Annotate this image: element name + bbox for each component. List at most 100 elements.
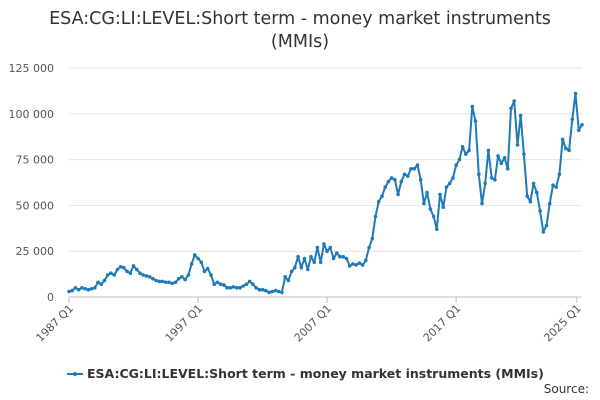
- data-point: [367, 245, 371, 250]
- data-point: [99, 282, 104, 287]
- data-point: [238, 286, 242, 290]
- data-point: [257, 287, 262, 292]
- data-point: [286, 278, 291, 283]
- data-point: [293, 265, 297, 270]
- y-tick-label: 75 000: [16, 154, 55, 167]
- data-point: [289, 269, 294, 274]
- data-point: [335, 251, 339, 255]
- data-point: [547, 201, 552, 206]
- data-point: [260, 287, 265, 292]
- data-point: [267, 290, 271, 295]
- x-tick-label: 2007 Q1: [292, 302, 335, 345]
- data-point: [460, 145, 465, 149]
- data-point: [115, 267, 120, 272]
- data-point: [428, 207, 433, 211]
- data-point: [406, 174, 410, 178]
- data-point: [135, 267, 139, 272]
- source-credit[interactable]: Source:: [543, 382, 589, 396]
- data-point: [154, 278, 158, 283]
- data-point: [144, 274, 149, 278]
- data-point: [422, 201, 426, 206]
- data-point: [331, 256, 336, 261]
- data-point: [86, 287, 91, 292]
- data-point: [525, 194, 529, 198]
- data-point: [96, 280, 100, 285]
- data-point: [112, 273, 116, 277]
- data-point: [554, 185, 558, 189]
- data-point: [541, 230, 546, 234]
- data-point: [325, 249, 329, 253]
- data-point: [399, 179, 404, 184]
- data-point: [557, 172, 562, 177]
- data-point: [373, 214, 378, 219]
- data-point: [189, 262, 194, 266]
- data-point: [254, 286, 258, 290]
- data-point: [118, 265, 123, 269]
- data-point: [444, 185, 449, 189]
- data-point: [438, 192, 442, 197]
- data-point: [318, 260, 323, 265]
- data-point: [338, 254, 342, 259]
- chart-legend[interactable]: ESA:CG:LI:LEVEL:Short term - money marke…: [67, 366, 544, 381]
- y-tick-label: 25 000: [16, 245, 55, 258]
- data-point: [167, 280, 171, 285]
- data-point: [67, 289, 71, 294]
- data-point: [522, 152, 526, 156]
- data-point: [580, 123, 584, 127]
- data-point: [122, 265, 126, 270]
- data-point: [80, 286, 84, 290]
- data-point: [247, 279, 252, 284]
- data-point: [376, 199, 381, 204]
- data-point: [235, 286, 239, 290]
- data-point: [415, 163, 420, 167]
- data-point: [354, 263, 359, 267]
- data-point: [128, 271, 133, 276]
- data-point: [131, 264, 136, 268]
- data-point: [264, 288, 268, 293]
- y-tick-label: 125 000: [9, 62, 55, 75]
- data-point: [151, 276, 155, 281]
- data-point: [202, 269, 207, 274]
- data-point: [157, 279, 162, 284]
- data-point: [435, 227, 439, 231]
- data-point: [76, 287, 81, 292]
- data-point: [441, 205, 446, 209]
- data-point: [357, 261, 362, 265]
- data-point: [409, 167, 413, 171]
- data-point: [347, 264, 352, 268]
- data-point: [506, 167, 510, 171]
- data-point: [518, 113, 523, 118]
- data-point: [535, 190, 539, 195]
- data-point: [328, 245, 333, 250]
- data-point: [276, 289, 281, 294]
- data-point: [105, 273, 110, 277]
- data-point: [180, 275, 184, 279]
- series-line: [68, 92, 583, 294]
- data-point: [315, 245, 320, 250]
- chart-title-line-2: (MMIs): [270, 32, 330, 52]
- chart-title-line-1: ESA:CG:LI:LEVEL:Short term - money marke…: [49, 9, 551, 29]
- data-point: [351, 262, 355, 266]
- data-point: [186, 273, 191, 277]
- x-tick-label: 2017 Q1: [421, 302, 464, 345]
- data-point: [196, 256, 200, 261]
- data-point: [551, 183, 555, 187]
- data-point: [176, 276, 181, 281]
- data-point: [402, 172, 407, 177]
- data-point: [170, 281, 174, 286]
- data-point: [218, 282, 223, 287]
- data-point: [489, 176, 494, 180]
- data-point: [457, 157, 462, 162]
- data-point: [147, 275, 152, 279]
- data-point: [296, 254, 300, 259]
- legend-series-label: ESA:CG:LI:LEVEL:Short term - money marke…: [87, 366, 544, 381]
- data-point: [299, 265, 304, 270]
- data-point: [570, 117, 575, 122]
- data-point: [473, 119, 478, 123]
- data-point: [480, 201, 484, 206]
- data-point: [470, 104, 475, 109]
- y-tick-label: 100 000: [9, 108, 55, 121]
- data-point: [499, 161, 504, 166]
- data-point: [425, 190, 429, 195]
